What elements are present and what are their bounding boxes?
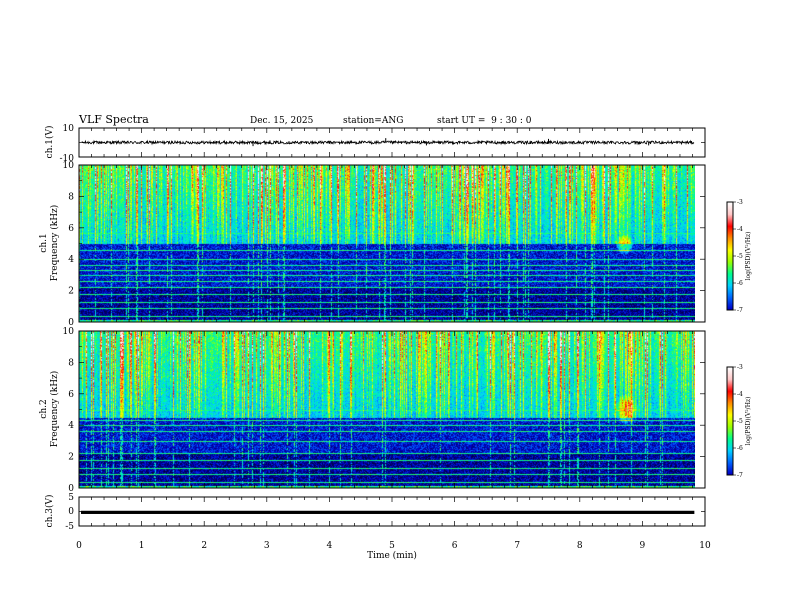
ch2-ytick-label: 8 bbox=[68, 358, 74, 368]
ch2-ytick-label: 10 bbox=[63, 327, 75, 337]
ch1-colorbar-ticks: -3 -4 -5 -6 -7 bbox=[733, 199, 743, 314]
ch1-colorbar-tick-label: -4 bbox=[737, 226, 743, 233]
ch3-waveform-panel: 5 0 -5 ch.3(V) bbox=[44, 493, 706, 532]
ch2-colorbar bbox=[727, 367, 733, 475]
ch1-ytick-label: 6 bbox=[68, 224, 74, 234]
x-tick-label: 9 bbox=[640, 541, 646, 551]
ch3-waveform-series bbox=[79, 496, 705, 527]
ch2-colorbar-tick-label: -6 bbox=[737, 445, 743, 452]
ch1-channel-label: ch.1 bbox=[39, 233, 49, 252]
ch3-ytick-top: 5 bbox=[68, 493, 74, 503]
ch1-ytick-bottom: -10 bbox=[60, 154, 75, 164]
ch2-ytick-label: 0 bbox=[68, 484, 74, 494]
ch2-colorbar-label: log(PSD)(V²/Hz) bbox=[745, 397, 752, 446]
figure-title: VLF Spectra bbox=[78, 113, 149, 126]
ch2-channel-label: ch.2 bbox=[39, 399, 49, 418]
ch1-x-ticks bbox=[78, 128, 706, 157]
ch2-spectrogram-heatmap bbox=[79, 331, 695, 488]
ch1-time-ticks bbox=[78, 165, 706, 322]
ch3-ytick-mid: 0 bbox=[68, 507, 74, 517]
ch1-freq-ticks: 0 2 4 6 8 10 bbox=[63, 161, 705, 328]
x-tick-label: 10 bbox=[699, 541, 711, 551]
x-tick-label: 2 bbox=[201, 541, 207, 551]
ch1-ylabel: ch.1(V) bbox=[44, 126, 55, 159]
ch2-colorbar-tick-label: -4 bbox=[737, 391, 743, 398]
ch3-x-ticks bbox=[78, 497, 706, 526]
ch2-freq-ticks: 0 2 4 6 8 10 bbox=[63, 327, 705, 494]
ch2-freq-label: Frequency (kHz) bbox=[49, 371, 60, 448]
ch2-colorbar-tick-label: -3 bbox=[737, 364, 743, 371]
x-tick-label: 8 bbox=[577, 541, 583, 551]
ch1-waveform-line bbox=[81, 139, 695, 146]
x-tick-labels: 0 1 2 3 4 5 6 7 8 9 10 bbox=[76, 541, 711, 551]
ch1-waveform-panel: 10 -10 ch.1(V) bbox=[44, 124, 706, 164]
ch1-freq-label: Frequency (kHz) bbox=[49, 205, 60, 282]
ch2-ytick-label: 2 bbox=[68, 453, 74, 463]
ch1-spectrogram-heatmap bbox=[79, 165, 695, 322]
ch1-colorbar-label: log(PSD)(V²/Hz) bbox=[745, 232, 752, 281]
ch2-time-ticks bbox=[78, 331, 706, 488]
x-tick-label: 3 bbox=[264, 541, 270, 551]
ch3-waveform-line bbox=[81, 510, 695, 514]
ch1-ytick-top: 10 bbox=[63, 124, 75, 134]
x-tick-label: 1 bbox=[139, 541, 145, 551]
ch1-waveform-series bbox=[79, 127, 705, 158]
ch2-colorbar-tick-label: -7 bbox=[737, 472, 743, 479]
ch2-colorbar-tick-label: -5 bbox=[737, 418, 743, 425]
x-tick-label: 6 bbox=[452, 541, 458, 551]
ch2-ytick-label: 4 bbox=[68, 421, 74, 431]
start-time-label: start UT = 9 : 30 : 0 bbox=[437, 116, 532, 126]
ch1-colorbar bbox=[727, 202, 733, 310]
x-tick-label: 4 bbox=[327, 541, 333, 551]
date-label: Dec. 15, 2025 bbox=[250, 116, 314, 126]
ch1-ytick-label: 8 bbox=[68, 192, 74, 202]
ch1-ytick-label: 0 bbox=[68, 318, 74, 328]
ch1-colorbar-tick-label: -7 bbox=[737, 307, 743, 314]
ch3-ytick-bottom: -5 bbox=[65, 522, 74, 532]
x-tick-label: 0 bbox=[76, 541, 82, 551]
station-label: station=ANG bbox=[343, 116, 403, 126]
ch1-ytick-label: 10 bbox=[63, 161, 75, 171]
ch1-ytick-label: 2 bbox=[68, 287, 74, 297]
x-axis-label: Time (min) bbox=[367, 550, 417, 561]
ch1-colorbar-tick-label: -5 bbox=[737, 253, 743, 260]
ch2-colorbar-ticks: -3 -4 -5 -6 -7 bbox=[733, 364, 743, 479]
ch1-colorbar-tick-label: -3 bbox=[737, 199, 743, 206]
ch3-ylabel: ch.3(V) bbox=[44, 495, 55, 528]
ch2-ytick-label: 6 bbox=[68, 390, 74, 400]
x-tick-label: 5 bbox=[389, 541, 395, 551]
ch1-colorbar-tick-label: -6 bbox=[737, 280, 743, 287]
x-tick-label: 7 bbox=[514, 541, 520, 551]
ch1-ytick-label: 4 bbox=[68, 255, 74, 265]
